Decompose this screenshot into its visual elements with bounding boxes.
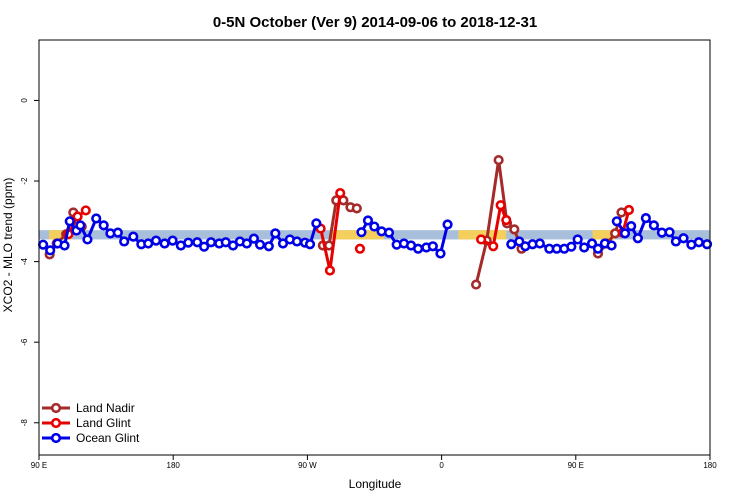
x-tick-label-3: 0 (439, 461, 444, 470)
x-axis: 90 E 180 90 W 0 90 E 180 (31, 455, 717, 470)
series-2-point-0-35 (291, 236, 303, 247)
series-2 (38, 212, 713, 259)
series-2-point-1-8 (413, 243, 424, 254)
series-2-point-0-37 (304, 239, 316, 250)
series-2-point-0-13 (128, 231, 139, 242)
series-2-point-0-18 (167, 235, 178, 246)
series-2-point-3-9 (678, 233, 689, 244)
series-2-point-0-12 (119, 236, 130, 247)
series-2-point-3-5 (648, 220, 659, 231)
series-2-point-0-1 (45, 245, 56, 256)
series-2-point-0-21 (192, 237, 203, 248)
legend-label-2: Ocean Glint (76, 431, 140, 445)
series-0-point-1-5 (351, 203, 362, 214)
series-2-point-0-29 (248, 233, 260, 244)
series-2-point-3-3 (632, 233, 643, 244)
series-2-point-0-31 (263, 241, 274, 252)
series-2-point-0-11 (112, 227, 123, 238)
series-2-point-2-11 (586, 238, 598, 249)
x-tick-label-0: 90 E (31, 461, 47, 470)
series-1-point-2-0 (354, 243, 366, 254)
series-2-point-1-0 (356, 227, 367, 238)
series-2-point-2-8 (566, 241, 577, 252)
series-2-point-0-23 (205, 237, 217, 248)
series-2-point-0-16 (150, 235, 162, 246)
y-tick-label-4: -8 (20, 419, 29, 427)
series-2-point-1-11 (435, 248, 446, 259)
series-1-point-0-1 (72, 211, 83, 222)
y-axis-label: XCO2 - MLO trend (ppm) (1, 178, 15, 313)
series-1-point-1-1 (324, 265, 336, 276)
y-tick-label-0: 0 (20, 98, 29, 103)
series-2-point-0-20 (183, 237, 194, 248)
series-2-point-0-3 (59, 240, 70, 251)
series-2-point-1-1 (362, 215, 374, 226)
x-axis-label: Longitude (349, 477, 402, 491)
series-2-point-2-14 (606, 240, 617, 251)
series-2-point-3-12 (701, 239, 713, 250)
y-tick-label-1: -2 (20, 177, 29, 185)
legend-label-1: Land Glint (76, 416, 131, 430)
series-2-point-3-7 (664, 227, 675, 238)
series-1-point-1-2 (335, 188, 346, 199)
series-0-point-2-4 (509, 224, 520, 235)
series-2-point-0-32 (270, 228, 281, 239)
series-0-point-2-0 (470, 279, 482, 290)
series-1-point-0-2 (80, 205, 91, 216)
x-tick-label-4: 90 E (568, 461, 584, 470)
series-0-point-2-2 (493, 154, 504, 166)
x-tick-label-5: 180 (703, 461, 717, 470)
series-2-point-2-0 (506, 239, 517, 250)
series-2-point-0-0 (38, 239, 49, 250)
series-2-point-0-15 (143, 238, 154, 249)
series-2-point-0-7 (82, 234, 93, 245)
series-2-point-1-2 (369, 221, 380, 232)
series-2-point-2-9 (572, 234, 583, 245)
x-tick-label-2: 90 W (298, 461, 317, 470)
series-2-point-0-22 (199, 241, 210, 252)
series-2-point-3-4 (640, 212, 651, 224)
series-2-point-2-4 (534, 238, 545, 249)
series-2-point-2-12 (592, 243, 604, 254)
series-2-point-0-4 (64, 216, 75, 227)
series-2-point-0-8 (91, 213, 102, 224)
series-2-point-0-30 (254, 239, 266, 250)
chart-title: 0-5N October (Ver 9) 2014-09-06 to 2018-… (213, 14, 537, 31)
series-2-point-0-6 (75, 220, 86, 231)
legend-marker-0 (50, 402, 62, 414)
plot-frame (38, 39, 711, 456)
series-1-point-3-1 (488, 241, 499, 252)
series-2-point-1-12 (442, 219, 453, 230)
y-tick-label-2: -4 (20, 258, 29, 266)
highlight-region-3 (592, 230, 615, 240)
legend-marker-2 (50, 432, 62, 444)
series-2-point-3-0 (611, 216, 622, 227)
highlight-region-0 (49, 230, 72, 240)
series-2-point-0-28 (241, 238, 252, 249)
series-1-point-3-3 (501, 215, 512, 226)
series-2-point-3-1 (619, 228, 631, 239)
series-2-point-3-2 (626, 221, 637, 232)
series-1-point-3-2 (495, 200, 506, 211)
legend-label-0: Land Nadir (76, 401, 135, 415)
series-2-point-2-10 (579, 242, 590, 253)
y-axis: 0 -2 -4 -6 -8 (20, 98, 39, 427)
series-1-line-3 (480, 203, 508, 248)
series-1-point-3-0 (476, 234, 487, 245)
series-2-point-0-17 (159, 238, 170, 249)
series-layer (38, 154, 713, 290)
x-tick-label-1: 180 (167, 461, 181, 470)
series-2-point-3-11 (693, 237, 704, 248)
series-2-point-1-4 (383, 227, 395, 238)
series-2-point-1-10 (427, 241, 438, 252)
legend-marker-1 (50, 417, 62, 429)
series-2-point-0-38 (311, 218, 322, 229)
series-2-point-0-9 (98, 220, 109, 231)
series-1-point-4-1 (623, 204, 635, 216)
y-tick-label-3: -6 (20, 338, 29, 346)
